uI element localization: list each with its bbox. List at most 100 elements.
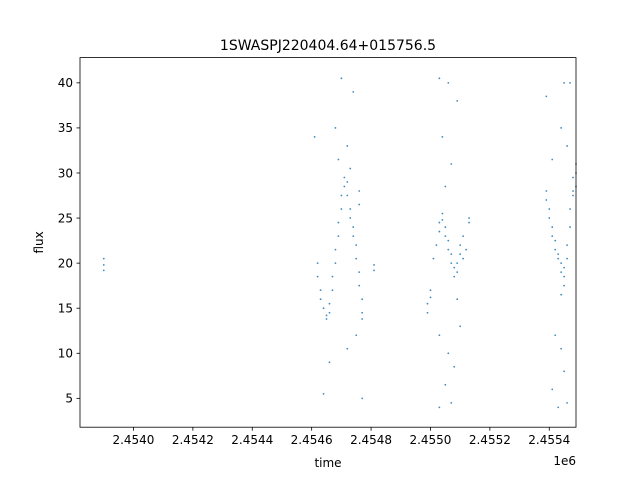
data-point	[441, 136, 444, 138]
data-point	[319, 298, 322, 301]
x-tick-label: 2.4544	[231, 433, 273, 447]
data-point	[444, 383, 447, 386]
data-point	[438, 230, 441, 233]
data-point	[438, 221, 441, 224]
data-point	[551, 158, 554, 161]
data-point	[545, 199, 548, 201]
data-point	[453, 275, 456, 278]
data-point	[450, 262, 453, 265]
x-axis-offset-label: 1e6	[553, 454, 576, 468]
data-point	[551, 226, 554, 228]
data-point	[560, 262, 563, 265]
data-point	[343, 185, 346, 188]
data-point	[435, 244, 438, 247]
data-point	[358, 203, 361, 206]
data-point	[355, 244, 358, 247]
y-axis-ticks: 5 10 15 20 25 30 35 40	[58, 76, 80, 406]
data-point	[572, 176, 574, 179]
data-point	[456, 298, 459, 301]
data-point	[566, 257, 568, 260]
data-point	[361, 397, 364, 400]
data-point	[569, 208, 571, 210]
data-point	[560, 127, 563, 129]
x-tick-label: 2.4542	[172, 433, 214, 447]
data-point	[340, 208, 343, 210]
data-point	[346, 181, 349, 183]
data-point	[361, 318, 364, 320]
data-point	[438, 77, 441, 80]
data-point	[334, 248, 337, 251]
data-point	[316, 275, 319, 278]
x-tick-label: 2.4550	[409, 433, 451, 447]
x-tick-label: 2.4552	[469, 433, 511, 447]
data-point	[563, 81, 566, 84]
data-point	[102, 269, 105, 272]
data-point	[447, 239, 450, 242]
x-tick-label: 2.4546	[291, 433, 333, 447]
data-point	[563, 266, 566, 269]
data-point	[346, 347, 349, 350]
y-axis-label: flux	[32, 231, 46, 253]
data-point	[328, 361, 331, 364]
x-tick-label: 2.4540	[112, 433, 154, 447]
data-point	[426, 302, 429, 305]
data-point	[438, 334, 441, 337]
data-point	[456, 99, 459, 102]
data-point	[459, 244, 462, 247]
data-point	[453, 365, 456, 368]
data-point	[453, 266, 456, 269]
data-point	[456, 271, 459, 274]
data-point	[313, 136, 316, 138]
data-point	[447, 81, 450, 84]
data-point	[343, 176, 346, 179]
data-point	[563, 370, 566, 373]
data-point	[331, 275, 334, 278]
data-point	[426, 311, 429, 314]
data-point	[456, 262, 459, 265]
data-point	[346, 194, 349, 197]
x-tick-label: 2.4548	[350, 433, 392, 447]
data-point	[429, 296, 432, 299]
data-point	[331, 289, 334, 292]
y-tick-label: 20	[58, 256, 73, 270]
data-point	[340, 194, 343, 197]
data-point	[459, 325, 462, 328]
data-point	[554, 248, 557, 251]
data-point	[319, 289, 322, 292]
data-point	[563, 284, 566, 287]
data-point	[322, 307, 325, 310]
data-point	[444, 235, 447, 237]
data-point	[465, 248, 468, 251]
x-tick-label: 2.4554	[528, 433, 570, 447]
data-point	[447, 352, 450, 355]
data-point	[569, 81, 571, 84]
data-point	[557, 253, 560, 256]
x-axis-label: time	[314, 456, 341, 470]
data-point	[560, 347, 563, 350]
data-point	[438, 406, 441, 409]
data-point	[325, 314, 328, 317]
data-point	[337, 221, 340, 224]
data-point	[349, 167, 352, 170]
data-point	[572, 194, 574, 197]
data-point	[355, 257, 358, 260]
data-point	[358, 190, 361, 192]
data-points	[102, 77, 577, 409]
plot-frame	[79, 57, 577, 428]
data-point	[352, 235, 355, 237]
y-tick-label: 10	[58, 347, 73, 361]
data-point	[566, 244, 568, 247]
y-tick-label: 30	[58, 166, 73, 180]
data-point	[444, 185, 447, 188]
data-point	[554, 239, 557, 242]
data-point	[349, 208, 352, 210]
data-point	[572, 190, 574, 192]
data-point	[551, 235, 554, 237]
y-tick-label: 35	[58, 121, 73, 135]
data-point	[432, 257, 435, 260]
data-point	[560, 293, 563, 296]
data-point	[102, 264, 105, 266]
data-point	[566, 145, 568, 147]
